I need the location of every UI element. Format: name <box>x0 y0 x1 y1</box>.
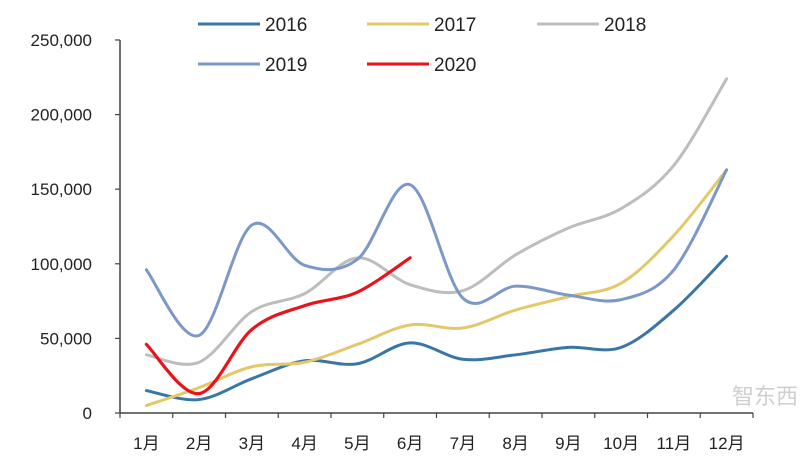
x-tick-label: 4月 <box>291 434 317 453</box>
x-tick-label: 12月 <box>709 434 745 453</box>
x-tick-label: 6月 <box>397 434 423 453</box>
series-line-2017 <box>144 168 729 408</box>
x-tick-label: 2月 <box>186 434 212 453</box>
x-tick-label: 3月 <box>239 434 265 453</box>
y-tick-label: 50,000 <box>40 329 92 348</box>
legend-label-2019: 2019 <box>265 55 307 76</box>
x-tick-label: 10月 <box>603 434 639 453</box>
x-tick-label: 5月 <box>344 434 370 453</box>
watermark-logo: 智东西 <box>732 384 798 409</box>
x-tick-label: 11月 <box>657 434 692 453</box>
y-tick-label: 200,000 <box>31 106 92 125</box>
series-lines <box>144 77 729 408</box>
series-line-2016 <box>144 254 729 402</box>
y-tick-label: 100,000 <box>31 255 92 274</box>
series-line-2020 <box>144 256 412 396</box>
legend-label-2016: 2016 <box>265 15 307 36</box>
y-tick-label: 150,000 <box>31 180 92 199</box>
x-tick-label: 9月 <box>555 434 581 453</box>
legend-label-2017: 2017 <box>434 15 476 36</box>
x-tick-label: 8月 <box>502 434 528 453</box>
axes: 0 50,000 100,000 150,000 200,000 250,000 1月 2月 3… <box>31 31 754 453</box>
series-line-2018 <box>144 77 729 366</box>
y-tick-label: 250,000 <box>31 31 92 50</box>
legend: 2016 2017 2018 2019 2020 <box>198 15 646 76</box>
y-tick-label: 0 <box>83 404 92 423</box>
legend-label-2018: 2018 <box>604 15 646 36</box>
x-tick-label: 1月 <box>133 434 159 453</box>
legend-label-2020: 2020 <box>434 55 476 76</box>
series-line-2019 <box>144 168 729 338</box>
x-tick-label: 7月 <box>450 434 476 453</box>
